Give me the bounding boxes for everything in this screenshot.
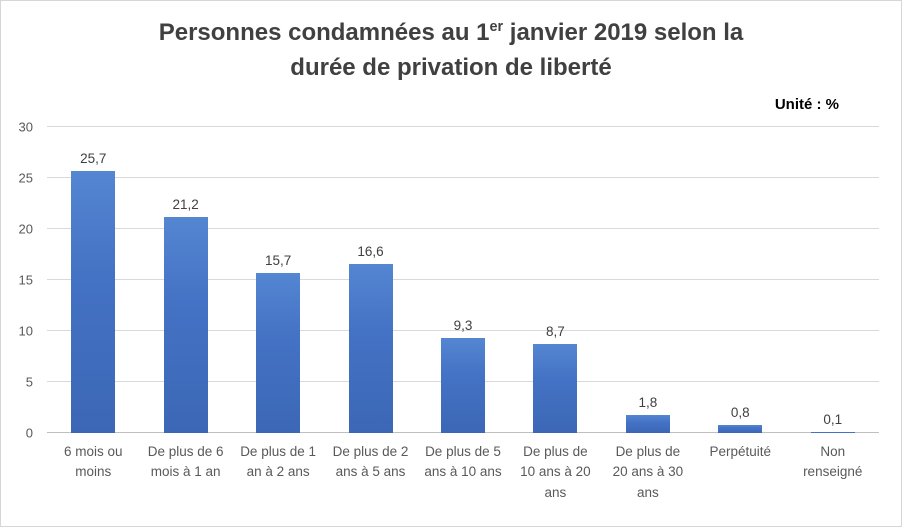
chart-title-line1: Personnes condamnées au 1er janvier 2019…	[61, 16, 841, 51]
bar	[440, 338, 485, 433]
chart-title: Personnes condamnées au 1er janvier 2019…	[61, 16, 841, 86]
bar	[163, 216, 208, 433]
x-category-label: 6 mois ou moins	[63, 444, 123, 480]
bar-value-label: 0,1	[823, 411, 843, 427]
bar-column: 1,8	[602, 127, 694, 433]
y-tick-label: 30	[18, 119, 33, 135]
bars-container: 25,7 21,2 15,7 16,6 9,3 8,7 1,8 0,8 0,1	[47, 127, 879, 433]
bar-value-label: 25,7	[80, 150, 107, 166]
bar-column: 9,3	[417, 127, 509, 433]
x-category-label: De plus de 2 ans à 5 ans	[332, 444, 409, 480]
y-tick-label: 10	[18, 323, 33, 339]
bar	[256, 272, 301, 433]
bar-value-label: 1,8	[638, 394, 658, 410]
x-category-label: De plus de 10 ans à 20 ans	[520, 444, 591, 500]
gridline	[47, 330, 879, 331]
y-tick-label: 5	[25, 374, 33, 390]
bar-column: 16,6	[324, 127, 416, 433]
bar	[718, 424, 763, 433]
bar	[625, 414, 670, 433]
bar	[71, 170, 116, 433]
y-tick-label: 0	[25, 425, 33, 441]
bar-value-label: 9,3	[453, 318, 473, 334]
x-category-label: De plus de 1 an à 2 ans	[240, 444, 316, 480]
bar-column: 21,2	[139, 127, 231, 433]
y-axis: 0 5 10 15 20 25 30	[1, 120, 41, 441]
bar	[533, 344, 578, 433]
bar	[810, 431, 855, 433]
bar-column: 25,7	[47, 127, 139, 433]
x-category-label: Perpétuité	[709, 444, 772, 459]
bar-column: 15,7	[232, 127, 324, 433]
y-tick-label: 25	[18, 170, 33, 186]
bar-value-label: 21,2	[172, 196, 199, 212]
x-category-label: De plus de 6 mois à 1 an	[147, 444, 224, 480]
unit-label: Unité : %	[774, 96, 839, 113]
chart-title-line1-suffix: janvier 2019 selon la	[503, 19, 744, 46]
y-tick-label: 15	[18, 272, 33, 288]
bar-value-label: 0,8	[730, 404, 750, 420]
chart-title-superscript: er	[489, 19, 504, 35]
gridline	[47, 177, 879, 178]
gridline	[47, 126, 879, 127]
bar	[348, 263, 393, 433]
bar-column: 0,1	[787, 127, 879, 433]
bar-value-label: 8,7	[546, 324, 565, 340]
gridline	[47, 279, 879, 280]
chart-title-line1-prefix: Personnes condamnées au 1	[158, 19, 490, 46]
gridline	[47, 228, 879, 229]
bar-column: 8,7	[509, 127, 601, 433]
x-category-label: Non renseigné	[803, 444, 863, 480]
x-axis-labels: 6 mois ou moins De plus de 6 mois à 1 an D…	[47, 442, 879, 503]
x-category-label: De plus de 5 ans à 10 ans	[424, 444, 502, 480]
x-category-label: De plus de 20 ans à 30 ans	[612, 444, 684, 500]
chart-title-line2: durée de privation de liberté	[290, 53, 612, 81]
bar-column: 0,8	[694, 127, 786, 433]
bar-value-label: 15,7	[264, 252, 292, 268]
y-tick-label: 20	[18, 221, 33, 237]
bar-value-label: 16,6	[357, 243, 384, 259]
